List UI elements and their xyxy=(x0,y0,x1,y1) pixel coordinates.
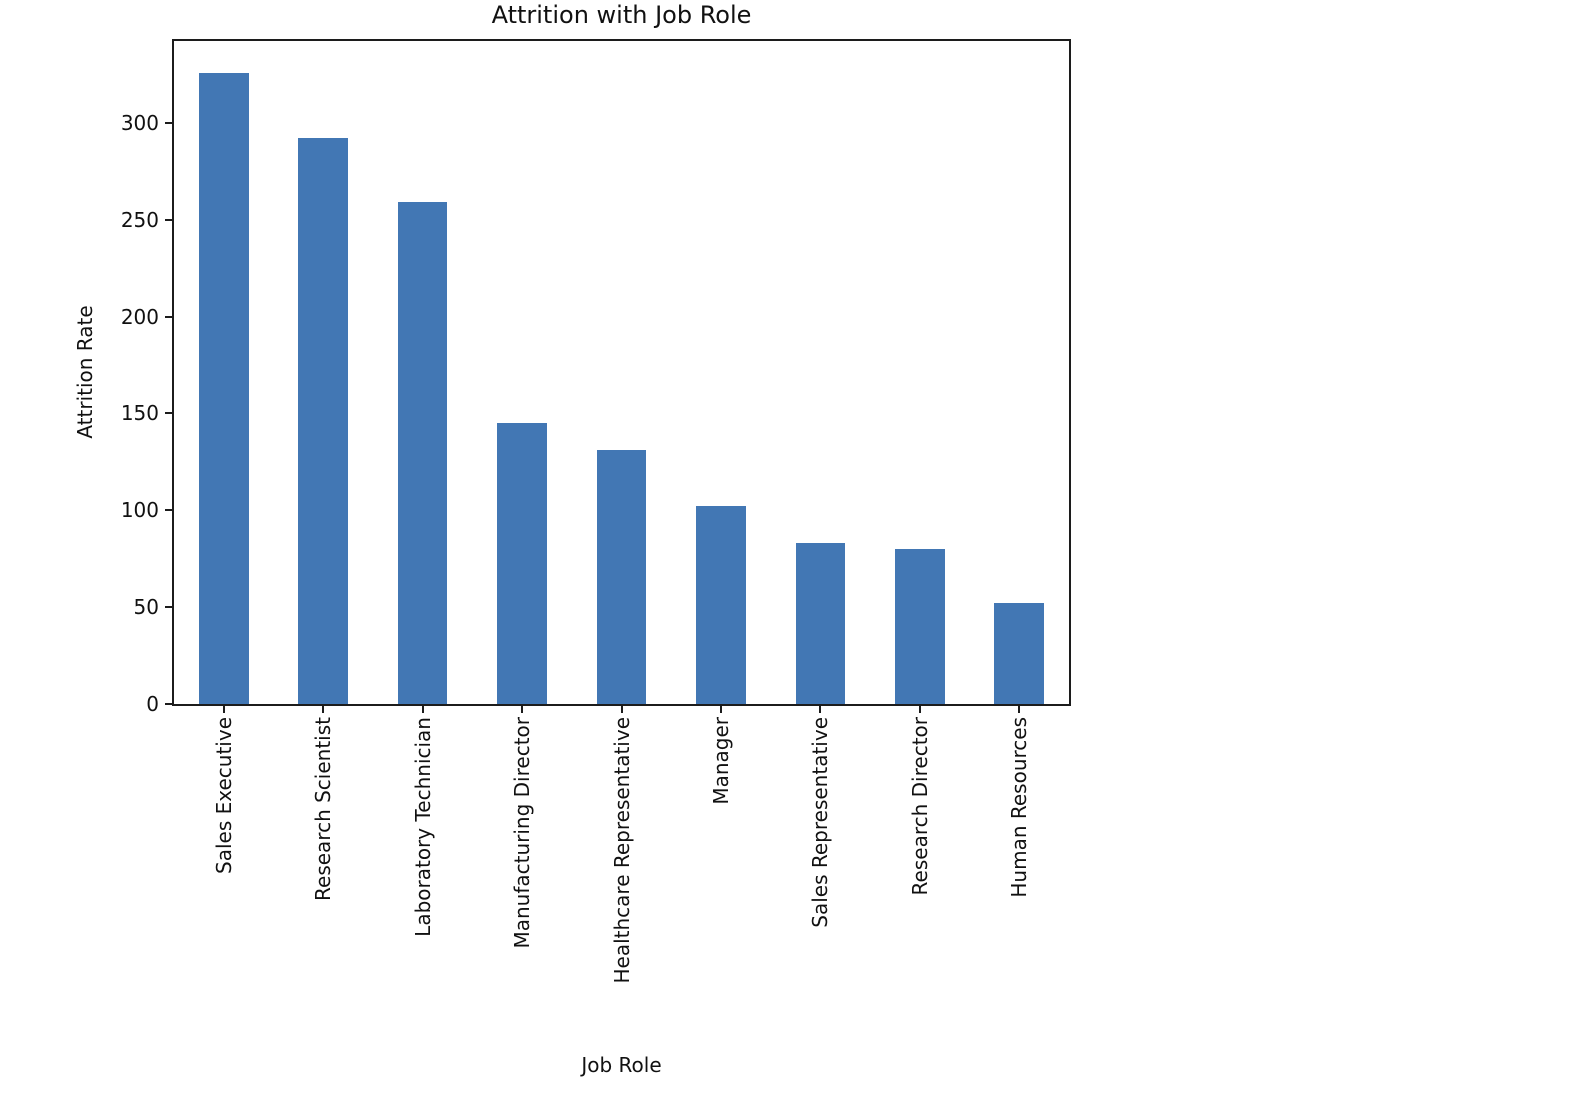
bar-research-director xyxy=(894,549,945,704)
y-tick-mark xyxy=(165,606,172,609)
bar-manufacturing-director xyxy=(497,423,547,704)
x-tick-mark xyxy=(719,706,722,713)
bar-sales-executive xyxy=(198,72,249,704)
x-tick-mark xyxy=(918,706,921,713)
x-tick-mark xyxy=(421,706,424,713)
bar-research-scientist xyxy=(298,138,349,704)
x-tick-mark xyxy=(1018,706,1021,713)
bar-sales-representative xyxy=(795,543,846,704)
y-tick-label: 150 xyxy=(120,401,159,426)
y-tick-mark xyxy=(165,703,172,705)
y-tick-mark xyxy=(165,218,172,221)
y-tick-label: 0 xyxy=(146,692,159,716)
x-tick-mark xyxy=(322,706,325,713)
x-tick-mark xyxy=(521,706,524,713)
y-tick-mark xyxy=(165,509,172,512)
x-tick-label: Sales Executive xyxy=(211,717,236,874)
bar-human-resources xyxy=(994,603,1045,704)
x-tick-label: Sales Representative xyxy=(808,717,833,928)
y-tick-mark xyxy=(165,121,172,124)
chart-title: Attrition with Job Role xyxy=(491,1,752,29)
x-tick-label: Laboratory Technician xyxy=(410,717,435,937)
x-tick-mark xyxy=(819,706,822,713)
y-tick-label: 50 xyxy=(133,595,159,620)
y-tick-label: 300 xyxy=(120,110,159,135)
y-tick-mark xyxy=(165,315,172,318)
x-tick-mark xyxy=(620,706,623,713)
x-tick-label: Manufacturing Director xyxy=(510,717,535,949)
y-tick-label: 100 xyxy=(120,498,159,523)
bar-manager xyxy=(696,506,746,704)
x-axis-label: Job Role xyxy=(581,1053,662,1077)
x-tick-mark xyxy=(222,706,225,713)
x-tick-label: Manager xyxy=(708,717,733,805)
x-tick-label: Research Scientist xyxy=(311,717,336,901)
bar-laboratory-technician xyxy=(397,202,448,704)
x-tick-label: Human Resources xyxy=(1007,717,1032,898)
x-tick-label: Research Director xyxy=(907,717,932,896)
y-tick-label: 250 xyxy=(120,207,159,232)
x-tick-label: Healthcare Representative xyxy=(609,717,634,984)
y-tick-label: 200 xyxy=(120,304,159,329)
y-tick-mark xyxy=(165,412,172,415)
bar-healthcare-representative xyxy=(596,450,647,704)
plot-area xyxy=(172,39,1071,706)
